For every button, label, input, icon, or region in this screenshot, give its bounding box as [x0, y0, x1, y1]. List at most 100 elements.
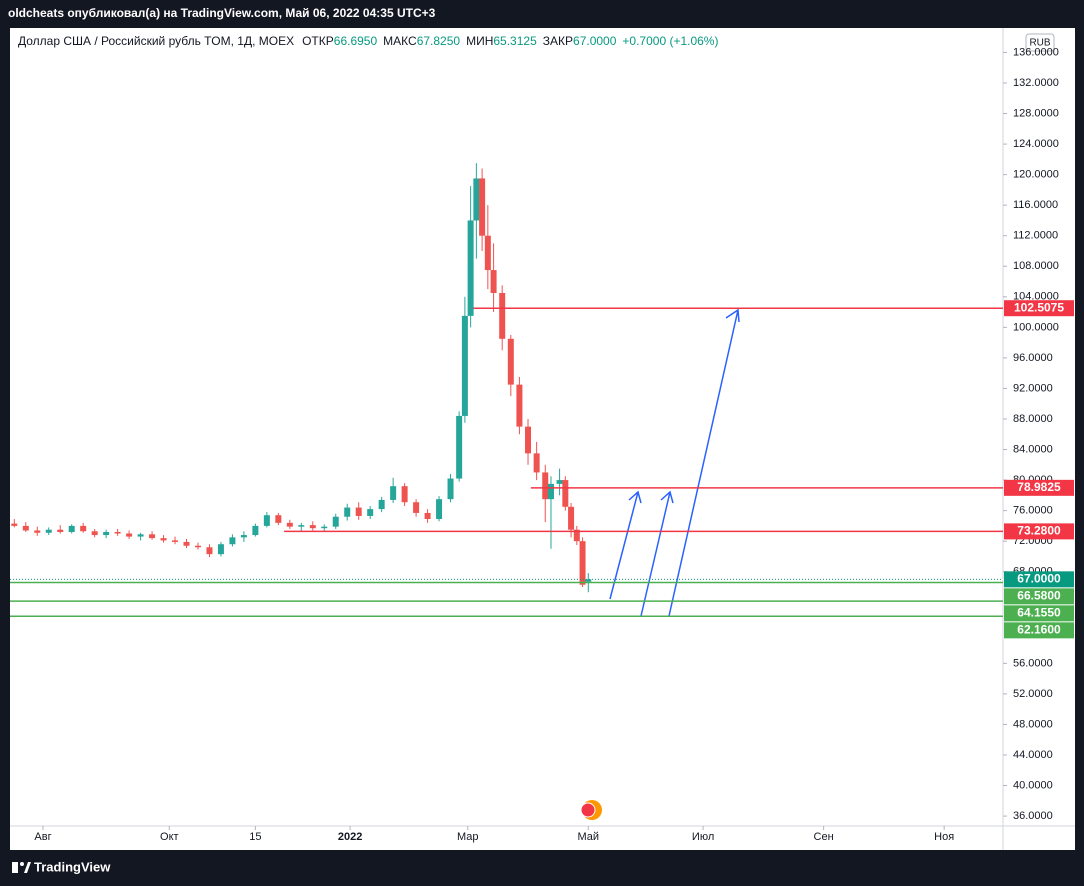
event-flag — [580, 802, 596, 818]
candle-body — [467, 220, 474, 316]
candle — [160, 535, 167, 543]
y-tick-label: 36.0000 — [1013, 810, 1053, 822]
legend-text: +0.7000 (+1.06%) — [622, 34, 718, 48]
x-tick-label: 15 — [249, 831, 261, 843]
legend-text: 66.6950 — [334, 34, 378, 48]
y-tick-label: 104.0000 — [1013, 291, 1059, 303]
currency: RUB — [1029, 38, 1050, 49]
candle — [507, 334, 514, 397]
candle-body — [263, 515, 270, 526]
logo-part — [12, 862, 18, 873]
candle — [447, 473, 454, 503]
candle — [424, 509, 431, 523]
candle — [252, 523, 259, 537]
candle — [68, 524, 75, 534]
candle — [573, 525, 580, 545]
candle-body — [68, 525, 75, 532]
candle-body — [355, 507, 362, 516]
candle — [579, 537, 586, 587]
candle-body — [547, 483, 554, 500]
candle — [556, 468, 563, 496]
candle — [461, 296, 468, 423]
candle — [126, 530, 133, 539]
candle-body — [585, 579, 592, 582]
candle-body — [57, 529, 64, 532]
candle — [436, 496, 443, 522]
candle — [367, 506, 374, 520]
legend-text: ОТКР — [302, 34, 334, 48]
candle — [22, 522, 29, 532]
candle-body — [45, 529, 52, 533]
candle-body — [490, 270, 497, 293]
y-tick-label: 108.0000 — [1013, 260, 1059, 272]
candle-body — [103, 532, 110, 536]
level-label: 73.2800 — [1017, 524, 1061, 538]
candle — [479, 168, 486, 251]
candle — [542, 464, 549, 523]
candle — [137, 532, 144, 541]
candle — [11, 519, 18, 528]
candle — [456, 411, 463, 482]
events-icon[interactable] — [580, 800, 602, 820]
brand: TradingView — [34, 859, 111, 874]
candle — [194, 542, 201, 550]
candle — [206, 544, 213, 558]
candle — [34, 526, 41, 536]
candle-body — [579, 541, 586, 585]
candle-body — [298, 525, 305, 527]
candle-body — [479, 178, 486, 236]
y-tick-label: 88.0000 — [1013, 413, 1053, 425]
x-tick-label: Окт — [160, 831, 179, 843]
candle — [217, 541, 224, 557]
y-tick-label: 132.0000 — [1013, 77, 1059, 89]
candle-body — [533, 453, 540, 473]
level-label: 102.5075 — [1014, 300, 1064, 314]
brand-logo — [12, 862, 31, 873]
candle-body — [568, 506, 575, 530]
candle-body — [456, 415, 463, 479]
candle-body — [332, 516, 339, 527]
y-tick-label: 48.0000 — [1013, 718, 1053, 730]
candle — [490, 243, 497, 313]
currency-box[interactable] — [1025, 33, 1055, 52]
candle-body — [562, 480, 569, 507]
candle — [183, 538, 190, 549]
candle — [499, 285, 506, 351]
candle — [533, 441, 540, 481]
level-label: 66.5800 — [1017, 589, 1061, 603]
logo-part — [24, 862, 31, 873]
legend-text: ЗАКР — [543, 34, 573, 48]
candle — [275, 512, 282, 526]
candle-body — [413, 502, 420, 513]
candle — [525, 418, 532, 465]
candle — [401, 483, 408, 507]
y-tick-label: 116.0000 — [1013, 199, 1058, 211]
legend-text: МИН — [466, 34, 493, 48]
y-tick-label: 92.0000 — [1013, 382, 1053, 394]
candle-body — [80, 525, 87, 532]
candle-body — [473, 178, 480, 221]
candle — [562, 476, 569, 511]
candle-body — [507, 338, 514, 385]
candle — [378, 496, 385, 513]
candle — [149, 531, 156, 540]
candle — [91, 528, 98, 538]
candle-body — [367, 509, 374, 516]
candle-body — [390, 486, 397, 500]
chart-panel — [10, 28, 1075, 850]
candle-body — [206, 547, 213, 555]
candle — [240, 531, 247, 542]
candle-body — [114, 532, 121, 534]
x-tick-label: Авг — [34, 831, 51, 843]
arrow — [640, 490, 674, 617]
y-tick-label: 136.0000 — [1013, 46, 1059, 58]
candle-body — [252, 525, 259, 536]
candle — [355, 502, 362, 520]
candle-body — [461, 315, 468, 416]
y-tick-label: 100.0000 — [1013, 321, 1059, 333]
level-label-box — [1004, 300, 1074, 317]
candle — [516, 376, 523, 435]
candle-body — [160, 538, 167, 541]
arrow — [668, 308, 740, 617]
